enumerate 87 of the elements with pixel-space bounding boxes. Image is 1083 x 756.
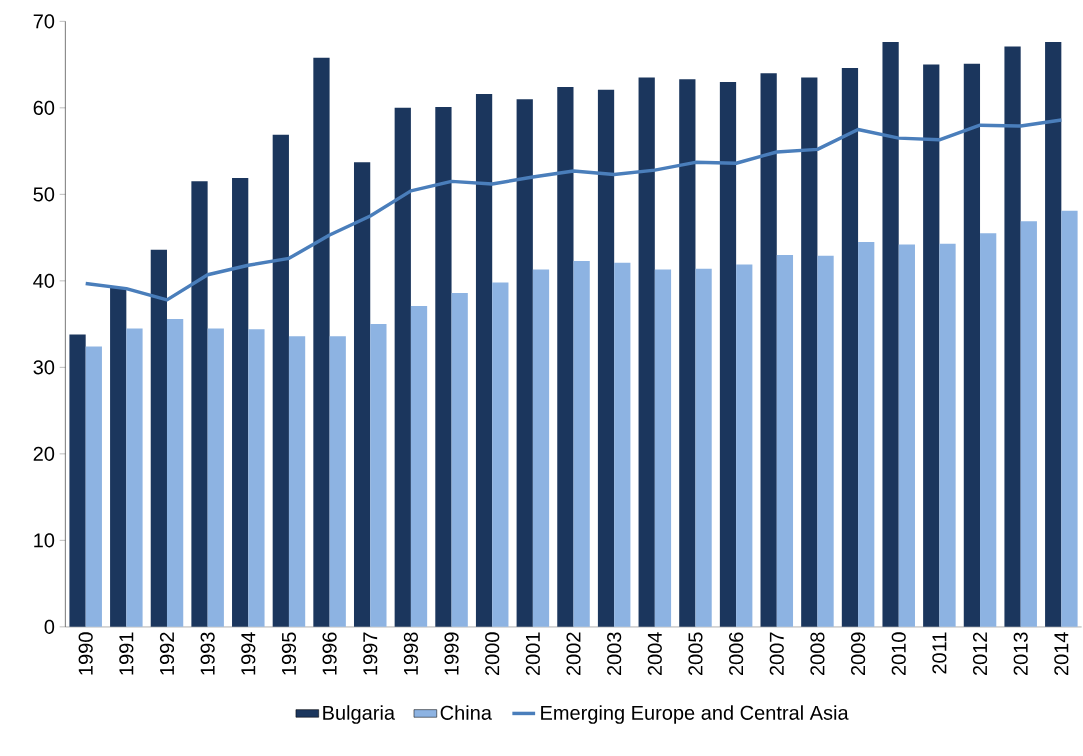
bar [272,134,289,627]
x-tick-label: 1990 [78,632,93,675]
bar [532,269,550,627]
bar [166,318,184,627]
bar [150,249,167,627]
bar [882,41,899,627]
y-tick-label: 50 [33,187,55,202]
bar [939,243,956,627]
bar [760,73,777,627]
x-tick-label: 1995 [281,632,297,675]
bar [248,329,265,627]
bar [1045,41,1062,627]
bar [451,292,468,627]
x-tick-label: 2003 [607,632,622,675]
y-tick-label: 10 [34,533,55,548]
y-tick-label: 30 [33,360,55,375]
bar [370,323,387,627]
bar [313,57,330,627]
bar [719,81,737,627]
bar [736,264,753,627]
bar [126,328,143,627]
bar [435,106,452,627]
bar [329,336,346,627]
bar [614,262,631,627]
y-tick-label: 40 [33,273,55,288]
x-tick-label: 2002 [566,632,581,675]
bar [191,181,208,627]
x-tick-label: 2007 [769,632,784,675]
x-tick-label: 1996 [322,632,337,675]
bar [776,254,794,627]
bar [394,107,411,627]
bar [475,93,493,627]
x-tick-label: 1993 [200,632,215,675]
bar [492,282,509,627]
x-tick-label: 2000 [485,632,500,675]
bar [679,79,696,627]
x-tick-label: 2010 [891,632,906,675]
bar [516,99,533,627]
bar [858,241,875,627]
line-series [83,118,1064,302]
bar [1020,221,1037,627]
y-tick-label: 70 [33,14,55,29]
legend-label: China [440,705,492,720]
x-tick-label: 1999 [444,632,459,675]
bar [207,328,224,627]
x-tick-label: 2012 [972,632,988,675]
bar [654,269,672,627]
x-tick-label: 2009 [850,632,866,675]
x-tick-label: 1991 [119,632,134,675]
bar [85,346,102,627]
x-tick-label: 2008 [810,632,825,675]
bar [232,177,249,627]
x-tick-label: 2014 [1054,632,1069,675]
x-tick-label: 1998 [403,632,418,675]
legend-label: Emerging Europe and Central Asia [541,705,849,724]
bar [817,255,834,627]
bar [110,287,127,627]
y-tick-label: 60 [33,100,55,115]
x-tick-label: 2005 [688,632,703,675]
bar [573,260,590,627]
x-tick-label: 1994 [241,632,256,675]
bar [695,268,712,627]
x-tick-label: 2013 [1013,632,1028,675]
bar [353,162,371,627]
bar [841,67,859,627]
x-tick-label: 2011 [932,632,947,674]
bar [898,244,915,627]
legend-label: Bulgaria [323,705,396,724]
x-tick-label: 2001 [525,632,540,675]
x-tick-label: 2004 [647,632,662,675]
bar [963,63,981,627]
bar [69,334,86,627]
bar [801,77,818,627]
bar [597,89,615,627]
x-tick-label: 1992 [159,632,175,675]
bar [557,86,574,627]
bar [638,77,655,627]
bar [980,233,997,627]
x-tick-label: 2006 [729,632,744,675]
bar [1061,210,1078,627]
x-tick-label: 1997 [363,632,378,675]
bar [288,336,306,627]
bar [410,305,428,627]
bar [1004,46,1021,627]
y-tick-label: 20 [33,446,55,461]
bar [923,64,940,627]
y-tick-label: 0 [44,619,55,634]
